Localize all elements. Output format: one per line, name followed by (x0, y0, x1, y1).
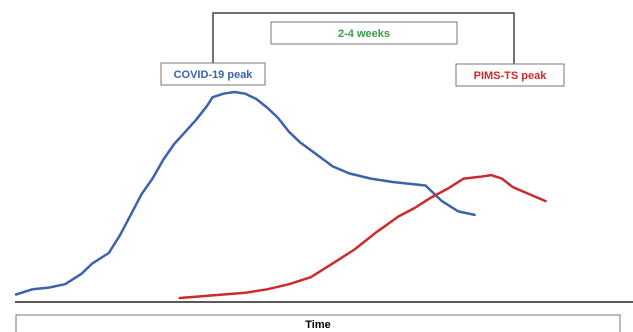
interval-bracket (212, 12, 515, 72)
pims-curve (178, 173, 547, 300)
pims-peak-label-box (455, 63, 565, 87)
x-axis-label-box (15, 314, 621, 332)
x-axis-label: Time (305, 319, 330, 331)
covid-peak-label: COVID-19 peak (174, 69, 254, 81)
interval-label-box (270, 21, 458, 45)
pims-peak-label: PIMS-TS peak (474, 70, 548, 82)
interval-label: 2-4 weeks (338, 28, 390, 40)
covid-curve (14, 90, 476, 296)
covid-peak-label-box (160, 62, 266, 86)
